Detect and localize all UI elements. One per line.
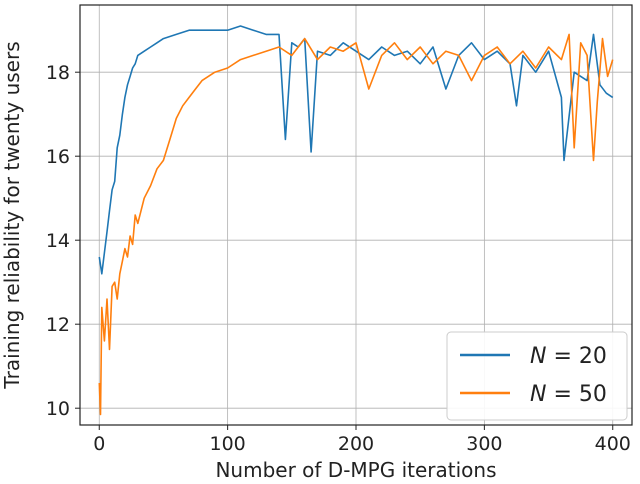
x-axis-label: Number of D-MPG iterations [215,458,496,482]
axis-ticks: 0 100 200 300 400 10 12 14 16 18 [46,62,631,455]
y-axis-label: Training reliability for twenty users [0,41,24,389]
legend-op-n50: = [546,382,578,407]
y-tick-label: 10 [46,398,70,420]
x-tick-label: 100 [209,433,245,455]
legend-var-n20: N [530,344,546,369]
y-tick-label: 14 [46,230,70,252]
y-tick-label: 16 [46,146,70,168]
legend: N = 20 N = 50 [446,331,628,421]
legend-val-n20: 20 [579,344,607,369]
series-line-50 [98,33,614,416]
legend-val-n50: 50 [579,382,607,407]
grid [80,5,632,425]
y-tick-label: 18 [46,62,70,84]
x-tick-label: 200 [338,433,374,455]
series-line-20 [98,25,614,275]
x-tick-label: 300 [466,433,502,455]
y-tick-label: 12 [46,314,70,336]
x-tick-label: 400 [595,433,631,455]
legend-var-n50: N [530,382,546,407]
x-tick-label: 0 [93,433,105,455]
legend-label-n50: N = 50 [530,382,607,407]
legend-op-n20: = [546,344,578,369]
legend-label-n20: N = 20 [530,344,607,369]
series-lines [98,25,614,416]
